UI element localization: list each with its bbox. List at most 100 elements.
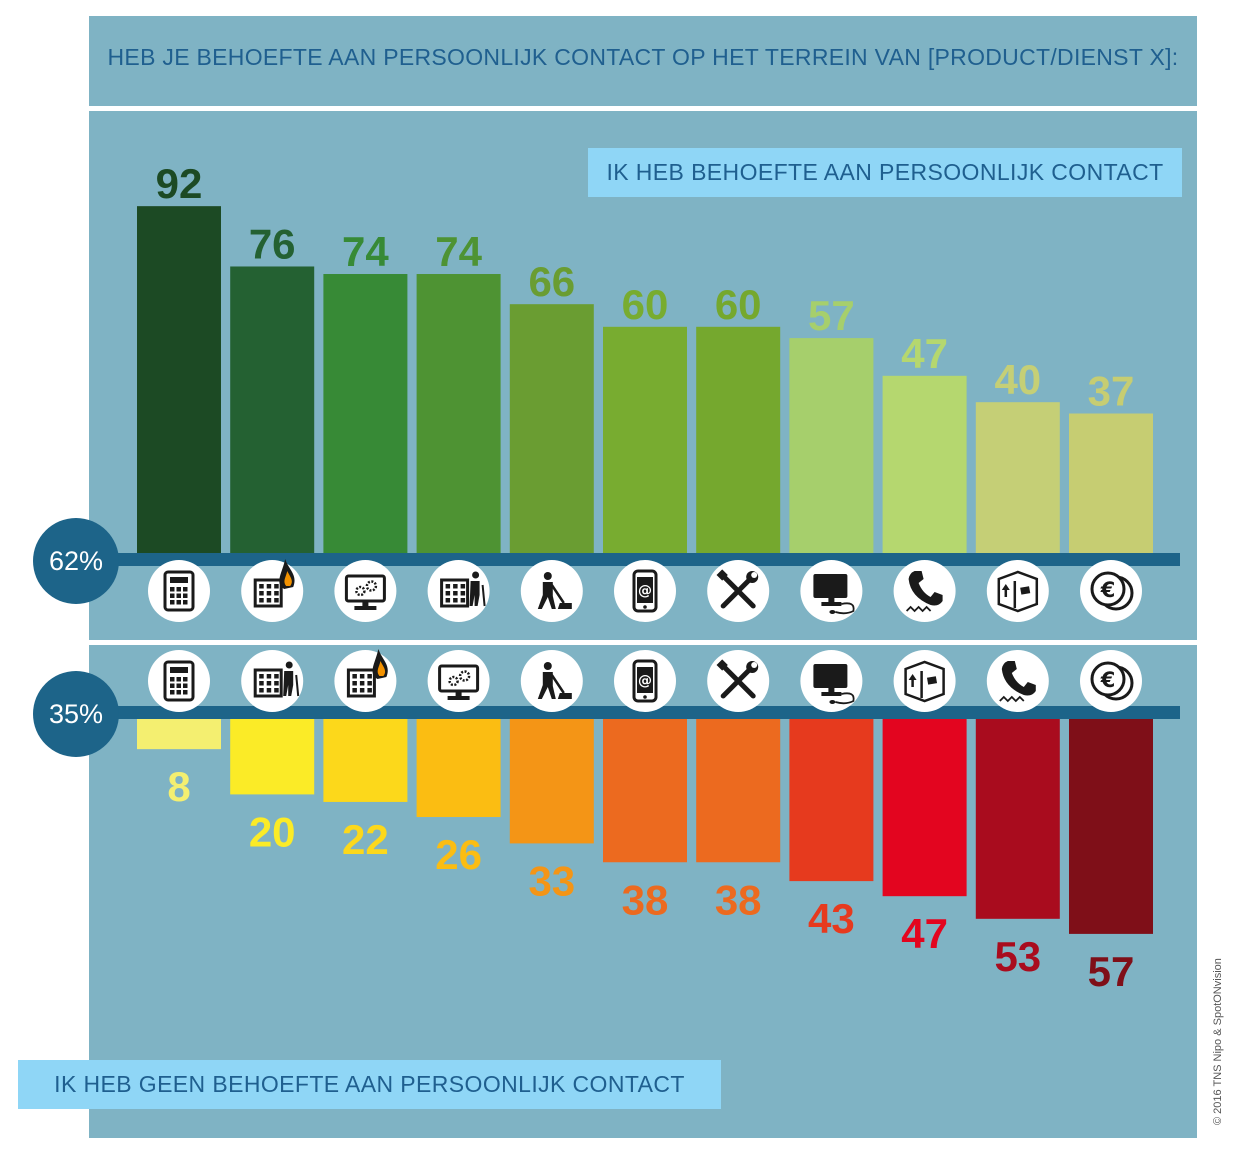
data-label-no-need-5: 33 <box>528 857 575 904</box>
icon-no-need-10 <box>986 650 1049 712</box>
bar-need-6 <box>603 326 687 553</box>
data-label-no-need-9: 47 <box>901 910 948 957</box>
bar-no-need-9 <box>882 719 967 897</box>
person-vacuum-icon <box>537 662 572 699</box>
icon-no-need-9 <box>893 650 956 712</box>
data-label-no-need-3: 22 <box>342 816 389 863</box>
computer-mouse-icon <box>813 574 855 615</box>
bar-need-10 <box>975 402 1060 553</box>
bar-no-need-1 <box>137 719 221 750</box>
data-label-need-5: 66 <box>528 258 575 305</box>
bar-need-8 <box>789 338 874 553</box>
data-label-no-need-6: 38 <box>622 876 669 923</box>
tools-icon <box>716 569 759 609</box>
svg-text:@: @ <box>638 673 652 689</box>
bottom-axis-line <box>40 706 1180 719</box>
data-label-need-9: 47 <box>901 330 948 377</box>
data-label-need-2: 76 <box>249 220 296 267</box>
top-icons-group: @ € <box>148 559 1142 622</box>
data-label-need-7: 60 <box>715 281 762 328</box>
bar-need-3 <box>323 274 408 553</box>
top-axis-line <box>40 553 1180 566</box>
package-icon <box>904 660 945 703</box>
icon-need-2 <box>241 559 304 622</box>
icon-no-need-1 <box>148 650 210 712</box>
bar-no-need-10 <box>975 719 1060 919</box>
data-label-need-8: 57 <box>808 292 855 339</box>
data-label-need-6: 60 <box>622 281 669 328</box>
tools-icon <box>716 659 759 699</box>
svg-text:€: € <box>1100 578 1116 602</box>
phone-icon <box>905 571 943 613</box>
data-label-no-need-2: 20 <box>249 808 296 855</box>
bar-need-11 <box>1069 413 1153 553</box>
bar-need-4 <box>416 274 501 553</box>
bar-no-need-4 <box>416 719 501 818</box>
icon-need-1 <box>148 560 210 622</box>
icon-need-9 <box>893 560 956 622</box>
icon-need-10 <box>986 560 1049 622</box>
icon-no-need-2 <box>241 650 304 712</box>
bar-no-need-8 <box>789 719 874 882</box>
computer-mouse-icon <box>813 664 855 705</box>
chart-title: HEB JE BEHOEFTE AAN PERSOONLIJK CONTACT … <box>107 44 1179 70</box>
computer-gear-icon <box>438 664 480 700</box>
data-label-no-need-10: 53 <box>994 933 1041 980</box>
data-label-no-need-11: 57 <box>1088 948 1135 995</box>
bar-no-need-3 <box>323 719 408 802</box>
data-label-need-1: 92 <box>156 160 203 207</box>
icon-need-8 <box>800 560 863 622</box>
data-label-no-need-8: 43 <box>808 895 855 942</box>
coins-icon: € <box>1090 661 1134 701</box>
top-bars-group: 92 76 74 74 66 60 60 57 47 40 37 <box>137 160 1153 553</box>
smartphone-email-icon: @ <box>632 569 658 613</box>
icon-no-need-6: @ <box>614 650 676 712</box>
summary-circle-need: 62% <box>33 518 119 604</box>
data-label-need-4: 74 <box>435 228 482 275</box>
calculator-icon <box>163 660 195 702</box>
data-label-need-10: 40 <box>994 356 1041 403</box>
bar-need-2 <box>230 266 315 553</box>
data-label-need-11: 37 <box>1088 368 1135 415</box>
legend-need-contact: IK HEB BEHOEFTE AAN PERSOONLIJK CONTACT <box>588 148 1182 197</box>
copyright-text: © 2016 TNS Nipo & SpotONvision <box>1212 958 1224 1125</box>
legend-no-need-contact: IK HEB GEEN BEHOEFTE AAN PERSOONLIJK CON… <box>18 1060 721 1109</box>
bottom-bars-group: 8 20 22 26 33 38 38 43 47 53 57 <box>137 719 1153 995</box>
icon-need-5 <box>520 560 583 622</box>
building-person-icon <box>253 661 300 698</box>
data-label-no-need-1: 8 <box>167 763 190 810</box>
icon-need-3 <box>334 560 397 622</box>
icon-need-6: @ <box>614 560 676 622</box>
bar-no-need-7 <box>696 719 781 863</box>
phone-icon <box>999 661 1036 703</box>
bar-no-need-6 <box>603 719 687 863</box>
data-label-no-need-4: 26 <box>435 831 482 878</box>
person-vacuum-icon <box>537 572 572 609</box>
package-icon <box>997 570 1039 613</box>
icon-need-7 <box>707 560 770 622</box>
bar-need-9 <box>882 375 967 553</box>
bar-no-need-2 <box>230 719 315 795</box>
summary-circle-no-need: 35% <box>33 671 119 757</box>
building-fire-icon <box>346 649 388 698</box>
svg-text:@: @ <box>638 583 652 599</box>
building-person-icon <box>440 571 486 608</box>
bar-need-7 <box>696 326 781 553</box>
icon-need-11: € <box>1080 560 1142 622</box>
building-fire-icon <box>253 559 295 608</box>
icon-no-need-11: € <box>1080 650 1142 712</box>
calculator-icon <box>163 570 195 612</box>
icon-no-need-5 <box>520 650 583 712</box>
icon-need-4 <box>427 560 490 622</box>
icon-no-need-8 <box>800 650 863 712</box>
bottom-icons-group: @ € <box>148 649 1142 712</box>
bar-no-need-11 <box>1069 719 1153 934</box>
data-label-need-3: 74 <box>342 228 389 275</box>
bar-need-1 <box>137 206 221 553</box>
svg-text:€: € <box>1100 668 1116 692</box>
data-label-no-need-7: 38 <box>715 876 762 923</box>
bar-no-need-5 <box>509 719 594 844</box>
icon-no-need-3 <box>334 649 397 712</box>
smartphone-email-icon: @ <box>632 659 658 703</box>
